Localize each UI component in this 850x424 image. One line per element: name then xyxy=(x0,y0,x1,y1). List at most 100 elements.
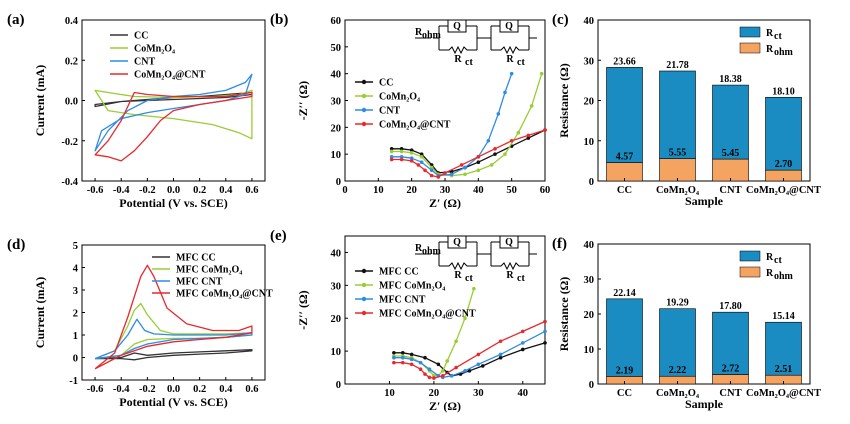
data-point xyxy=(429,165,434,170)
data-point xyxy=(399,157,404,162)
data-point xyxy=(529,104,534,108)
x-tick-label: 20 xyxy=(429,388,440,399)
data-point xyxy=(418,367,423,372)
data-point xyxy=(498,355,503,360)
bar-value-label: 5.45 xyxy=(722,148,740,159)
data-point xyxy=(429,173,434,178)
data-point xyxy=(476,168,481,173)
legend-marker xyxy=(361,268,367,274)
x-tick-label: 0.2 xyxy=(193,384,206,395)
legend-label: CC xyxy=(379,78,393,89)
bar-value-label: 23.66 xyxy=(613,56,636,67)
panel-a: -0.6 -0.4 -0.2 0.0 0.2 0.4 0.6 -0.4 -0.2 0.0 0.2 0.… xyxy=(7,12,266,210)
x-tick-label: CoMn₂O₄ xyxy=(656,185,700,196)
data-point xyxy=(449,373,454,378)
x-axis-label: Sample xyxy=(685,194,724,208)
data-point xyxy=(423,355,427,360)
resistor-subscript: ohm xyxy=(422,246,442,257)
y-tick-label: 0.4 xyxy=(65,16,79,27)
x-tick-label: 0.4 xyxy=(219,384,233,395)
cpe-label: Q xyxy=(453,21,461,32)
x-tick-label: -0.4 xyxy=(113,185,130,196)
x-tick-label: 0.6 xyxy=(245,384,258,395)
series-line xyxy=(94,302,253,360)
data-point xyxy=(520,341,525,345)
resistor-label: R xyxy=(454,54,462,65)
y-tick-label: 0 xyxy=(336,177,341,188)
legend: CC CoMn₂O₄ CNT CoMn₂O₄@CNT xyxy=(355,78,451,131)
x-tick-label: 0.4 xyxy=(219,185,233,196)
bar-rct xyxy=(712,84,749,160)
y-tick-label: 10 xyxy=(331,150,342,161)
data-point xyxy=(526,133,531,138)
y-axis-label: Current (mA) xyxy=(33,277,47,348)
data-point xyxy=(480,364,485,368)
y-tick-label: 0.0 xyxy=(65,97,78,108)
y-tick-label: 0 xyxy=(589,177,594,188)
y-tick-label: 40 xyxy=(584,240,595,251)
data-point xyxy=(543,319,547,324)
resistor-label: R xyxy=(415,27,423,38)
data-point xyxy=(476,352,481,357)
legend-subscript: ct xyxy=(774,31,782,42)
y-tick-label: 0 xyxy=(73,354,78,365)
x-tick-label: -0.2 xyxy=(139,185,156,196)
data-point xyxy=(419,155,424,159)
bar-value-label: 15.14 xyxy=(772,311,795,322)
axes-frame xyxy=(344,235,546,385)
resistor-zigzag xyxy=(439,261,477,271)
x-tick-label: CNT xyxy=(719,185,741,196)
y-tick-label: 40 xyxy=(331,70,342,81)
y-tick-label: 3 xyxy=(73,286,78,297)
data-point xyxy=(543,341,547,345)
resistor-subscript: ohm xyxy=(422,30,442,41)
bar-value-label: 2.19 xyxy=(616,365,634,376)
legend-label: CNT xyxy=(134,57,155,68)
bar-rct xyxy=(712,311,749,375)
y-tick-label: 20 xyxy=(584,97,595,108)
data-point xyxy=(509,71,514,76)
resistor-zigzag xyxy=(439,45,477,55)
y-tick-label: 20 xyxy=(331,123,342,134)
legend-label: R xyxy=(766,252,774,263)
data-point xyxy=(400,360,405,365)
x-tick-label: 50 xyxy=(506,185,517,196)
bar-value-label: 2.51 xyxy=(775,364,793,375)
resistor-subscript: ct xyxy=(517,273,525,284)
legend-label: CNT xyxy=(379,106,400,117)
data-point xyxy=(423,372,427,376)
data-point xyxy=(389,149,394,154)
x-axis-label: Sample xyxy=(685,397,724,411)
panel-label: (a) xyxy=(7,12,25,28)
x-axis-label: Potential (V vs. SCE) xyxy=(119,196,227,210)
x-tick-label: 40 xyxy=(518,388,529,399)
data-point xyxy=(392,355,396,360)
data-point xyxy=(539,71,544,76)
data-point xyxy=(416,163,421,167)
data-point xyxy=(449,172,454,177)
data-point xyxy=(436,362,441,367)
data-point xyxy=(399,155,404,159)
legend-label: CoMn₂O₄ xyxy=(379,92,420,103)
bar-rct xyxy=(659,308,696,377)
y-tick-label: 0 xyxy=(589,380,594,391)
y-tick-label: 0 xyxy=(336,380,341,391)
y-tick-label: -0.4 xyxy=(61,177,78,188)
panel-label: (b) xyxy=(270,12,288,28)
data-point xyxy=(476,362,481,367)
data-point xyxy=(543,128,547,132)
x-tick-label: 30 xyxy=(440,185,451,196)
bar-value-label: 4.57 xyxy=(616,152,634,163)
x-tick-label: 40 xyxy=(473,185,484,196)
data-point xyxy=(392,350,396,355)
data-point xyxy=(389,147,394,151)
y-tick-label: 30 xyxy=(331,97,342,108)
data-point xyxy=(520,347,525,352)
data-point xyxy=(399,147,404,151)
data-point xyxy=(520,329,525,334)
data-point xyxy=(498,352,503,357)
